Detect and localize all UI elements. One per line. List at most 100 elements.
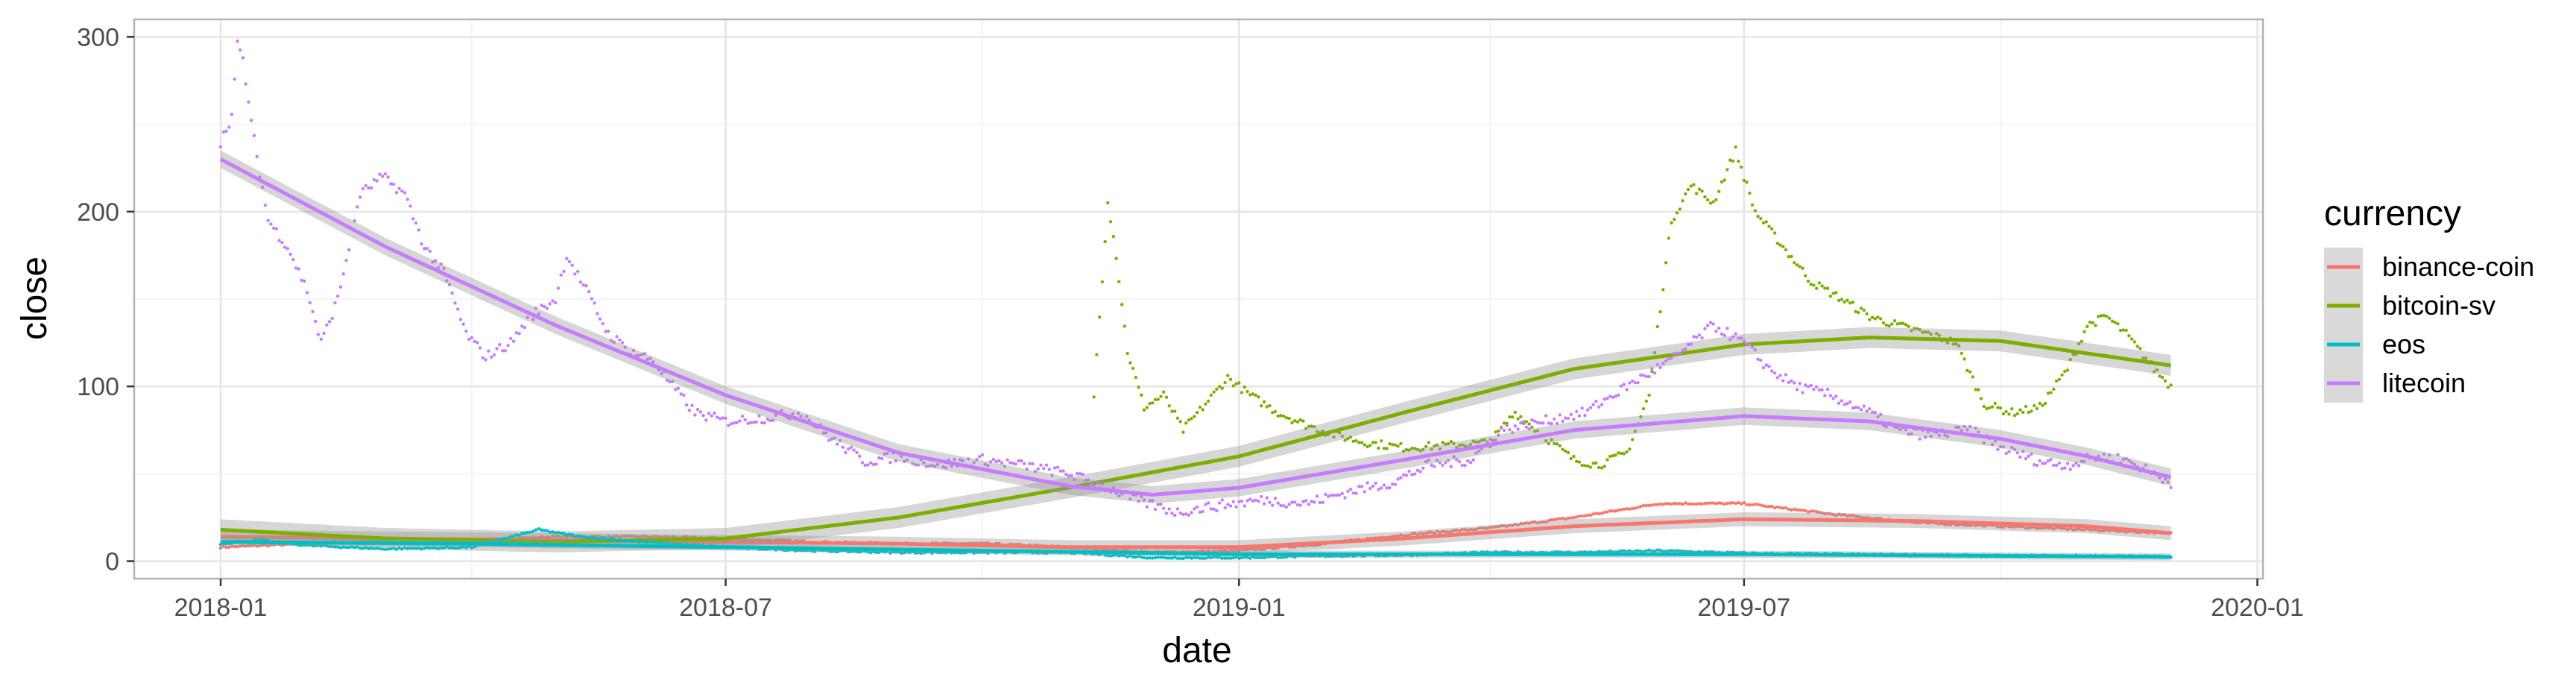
data-point — [431, 546, 435, 550]
data-point — [1711, 501, 1715, 505]
data-point — [347, 248, 351, 252]
data-point — [1661, 362, 1665, 365]
data-point — [1128, 554, 1132, 558]
data-point — [1240, 556, 1244, 560]
data-point — [1675, 211, 1679, 215]
data-point — [1569, 412, 1573, 416]
data-point — [935, 462, 940, 467]
data-point — [1742, 178, 1746, 183]
data-point — [1937, 333, 1941, 338]
data-point — [1692, 183, 1696, 186]
data-point — [618, 535, 622, 539]
data-point — [1617, 550, 1620, 553]
data-point — [587, 289, 591, 294]
data-point — [1494, 438, 1497, 442]
data-point — [1954, 523, 1958, 527]
data-point — [1814, 385, 1819, 389]
data-point — [612, 340, 616, 345]
data-point — [1226, 374, 1230, 377]
data-point — [1042, 466, 1046, 471]
data-point — [1778, 506, 1782, 509]
data-point — [567, 260, 572, 264]
data-point — [1513, 410, 1518, 415]
data-point — [1167, 556, 1171, 560]
data-point — [1750, 503, 1755, 507]
data-point — [1497, 524, 1500, 529]
data-point — [1223, 506, 1227, 510]
data-point — [1535, 429, 1539, 432]
data-point — [1003, 465, 1007, 468]
data-point — [1974, 388, 1977, 391]
data-point — [261, 543, 265, 547]
data-point — [333, 545, 337, 549]
data-point — [1499, 426, 1503, 430]
data-point — [922, 461, 926, 465]
data-point — [1767, 224, 1771, 228]
data-point — [830, 550, 834, 553]
data-point — [1714, 502, 1718, 506]
data-point — [1231, 500, 1236, 503]
data-point — [565, 533, 569, 537]
data-point — [1547, 518, 1550, 523]
data-point — [2105, 315, 2109, 318]
data-point — [370, 186, 373, 190]
data-point — [1039, 463, 1043, 467]
data-point — [1491, 525, 1495, 529]
data-point — [1572, 418, 1576, 421]
data-point — [1795, 388, 1799, 391]
data-point — [1697, 187, 1702, 191]
data-point — [1028, 462, 1032, 465]
data-point — [2118, 328, 2123, 333]
data-point — [400, 547, 404, 551]
data-point — [1628, 549, 1632, 553]
data-point — [1268, 403, 1272, 408]
data-point — [886, 451, 889, 455]
data-point — [1446, 441, 1450, 446]
data-point — [2027, 526, 2030, 530]
data-point — [1553, 518, 1556, 522]
data-point — [1466, 459, 1470, 463]
data-point — [1580, 514, 1584, 518]
data-point — [241, 56, 245, 60]
data-point — [1452, 441, 1456, 445]
data-point — [1586, 408, 1590, 412]
data-point — [1588, 513, 1593, 518]
data-point — [1684, 550, 1688, 553]
data-point — [858, 550, 862, 554]
data-point — [1519, 421, 1523, 425]
data-point — [1410, 447, 1414, 450]
data-point — [1739, 165, 1743, 169]
data-point — [1360, 441, 1364, 444]
data-point — [1343, 496, 1347, 500]
data-point — [1271, 411, 1275, 415]
data-point — [637, 353, 641, 357]
data-point — [1705, 198, 1710, 202]
data-point — [1457, 459, 1462, 464]
data-point — [1000, 461, 1004, 465]
data-point — [634, 535, 638, 539]
data-point — [1705, 324, 1710, 327]
data-point — [1803, 383, 1808, 387]
data-point — [1248, 497, 1252, 501]
data-point — [1524, 521, 1528, 525]
data-point — [1564, 416, 1568, 420]
data-point — [1603, 397, 1606, 401]
data-point — [2158, 476, 2162, 479]
data-point — [1770, 227, 1774, 231]
data-point — [1108, 220, 1113, 224]
data-point — [1633, 506, 1637, 510]
data-point — [643, 534, 647, 538]
data-point — [417, 546, 420, 550]
data-point — [1502, 429, 1506, 432]
data-point — [687, 409, 692, 412]
data-point — [1530, 418, 1534, 422]
data-point — [1954, 425, 1958, 429]
data-point — [751, 421, 756, 424]
data-point — [1764, 505, 1768, 509]
data-point — [1963, 424, 1966, 429]
data-point — [2102, 529, 2106, 533]
data-point — [2063, 466, 2067, 470]
data-point — [380, 547, 385, 551]
data-point — [1332, 494, 1336, 497]
data-point — [871, 462, 876, 467]
